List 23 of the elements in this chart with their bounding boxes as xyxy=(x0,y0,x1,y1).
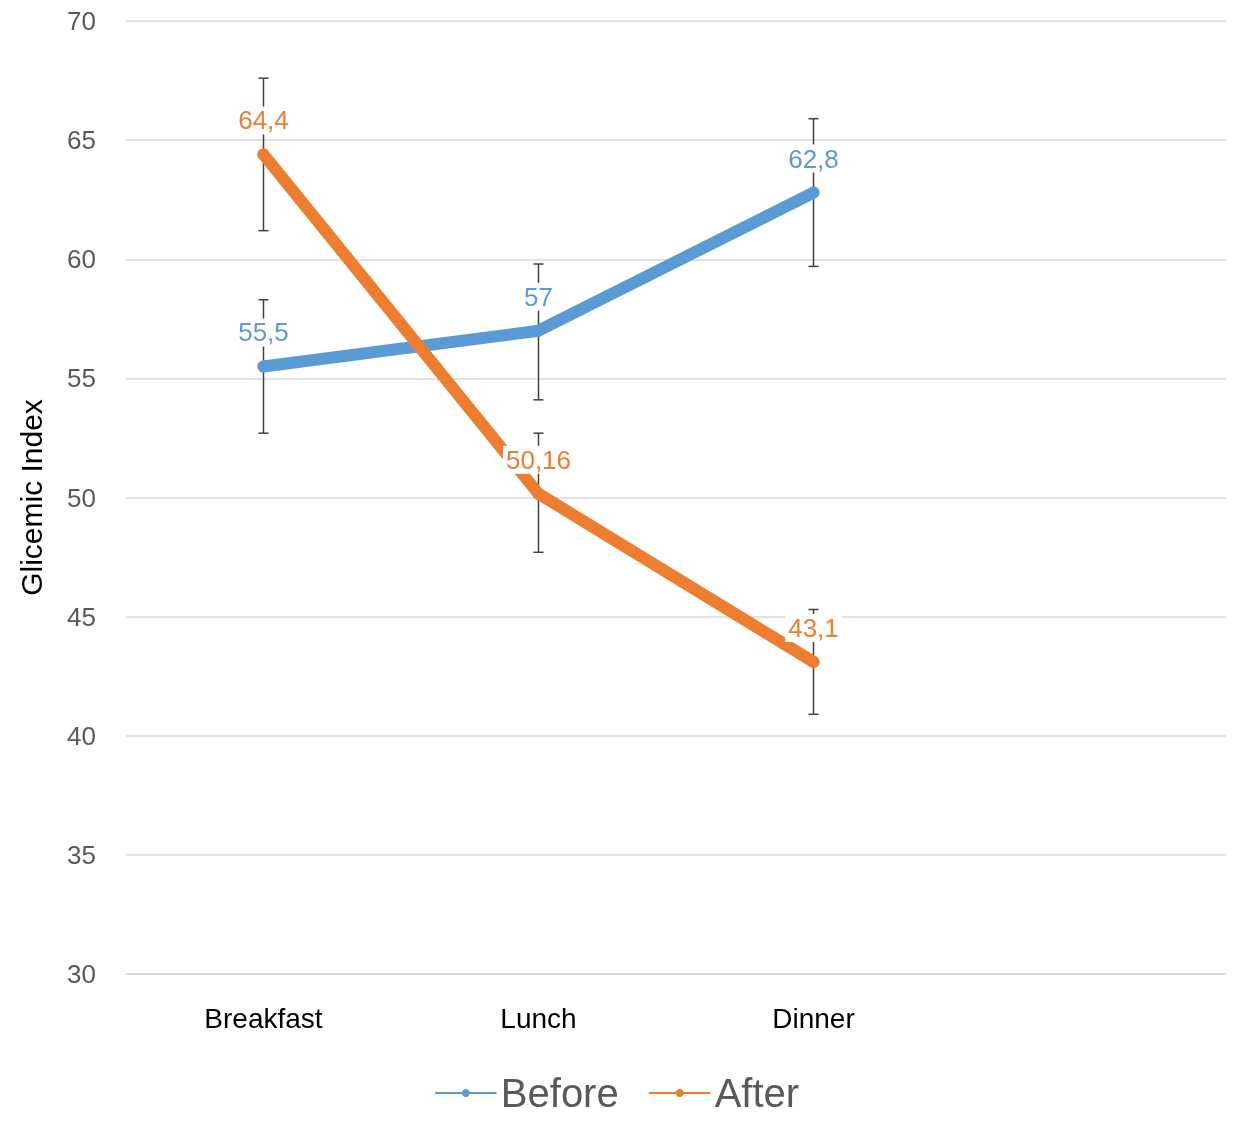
y-tick-label: 55 xyxy=(67,363,96,394)
y-tick-label: 60 xyxy=(67,244,96,275)
y-tick-label: 30 xyxy=(67,959,96,989)
data-label: 57 xyxy=(524,281,553,312)
point xyxy=(807,655,820,668)
legend-label: After xyxy=(714,1071,800,1115)
x-tick-label: Breakfast xyxy=(204,1002,323,1034)
y-tick-label: 50 xyxy=(67,482,96,513)
y-tick-label: 45 xyxy=(67,601,96,632)
legend-label: Before xyxy=(500,1071,619,1115)
data-label: 43,1 xyxy=(788,612,839,643)
y-tick-label: 35 xyxy=(67,839,96,870)
y-axis-title: Glicemic Index xyxy=(14,399,48,596)
data-label: 62,8 xyxy=(788,143,839,174)
data-label: 64,4 xyxy=(238,105,289,136)
data-label: 50,16 xyxy=(505,444,572,475)
y-tick-label: 70 xyxy=(67,6,96,36)
y-tick-label: 65 xyxy=(67,125,96,156)
x-tick-label: Dinner xyxy=(772,1002,855,1034)
x-tick-label: Lunch xyxy=(500,1002,577,1034)
data-label: 55,5 xyxy=(238,317,289,348)
y-tick-label: 40 xyxy=(67,720,96,751)
point xyxy=(257,148,270,161)
